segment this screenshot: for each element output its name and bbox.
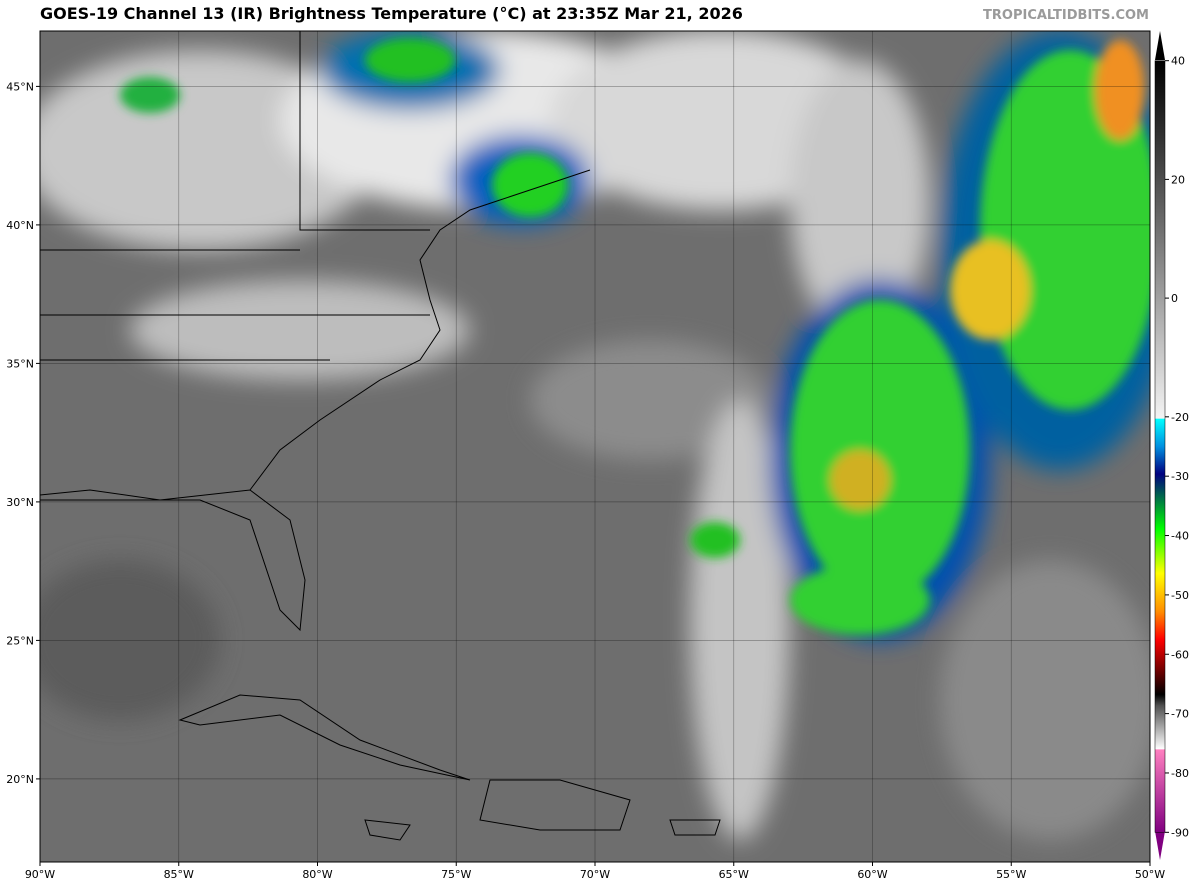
y-tick-label: 20°N bbox=[6, 773, 34, 786]
colorbar-tick-label: 40 bbox=[1171, 55, 1185, 68]
x-tick-label: 65°W bbox=[719, 868, 749, 881]
x-tick-label: 85°W bbox=[164, 868, 194, 881]
colorbar-extend-bottom bbox=[1155, 831, 1165, 860]
y-tick-label: 40°N bbox=[6, 219, 34, 232]
colorbar-tick-label: -70 bbox=[1171, 708, 1189, 721]
colorbar-tick-label: -80 bbox=[1171, 767, 1189, 780]
colorbar-tick-label: 20 bbox=[1171, 173, 1185, 186]
y-tick-label: 30°N bbox=[6, 496, 34, 509]
satellite-image bbox=[40, 31, 1150, 862]
x-tick-label: 90°W bbox=[25, 868, 55, 881]
credit: TROPICALTIDBITS.COM bbox=[983, 8, 1149, 23]
colorbar-tick-label: -20 bbox=[1171, 411, 1189, 424]
x-tick-label: 55°W bbox=[996, 868, 1026, 881]
colorbar-tick-label: 0 bbox=[1171, 292, 1178, 305]
title: GOES-19 Channel 13 (IR) Brightness Tempe… bbox=[40, 4, 743, 23]
colorbar-tick-label: -40 bbox=[1171, 530, 1189, 543]
colorbar-tick-label: -30 bbox=[1171, 470, 1189, 483]
colorbar-tick-label: -60 bbox=[1171, 648, 1189, 661]
colorbar bbox=[1154, 60, 1166, 833]
y-tick-label: 35°N bbox=[6, 357, 34, 370]
y-tick-label: 45°N bbox=[6, 80, 34, 93]
x-tick-label: 50°W bbox=[1135, 868, 1165, 881]
colorbar-extend-top bbox=[1155, 31, 1165, 60]
x-tick-label: 75°W bbox=[441, 868, 471, 881]
x-tick-label: 80°W bbox=[302, 868, 332, 881]
x-tick-label: 60°W bbox=[857, 868, 887, 881]
y-tick-label: 25°N bbox=[6, 634, 34, 647]
colorbar-tick-label: -50 bbox=[1171, 589, 1189, 602]
x-tick-label: 70°W bbox=[580, 868, 610, 881]
colorbar-tick-label: -90 bbox=[1171, 826, 1189, 839]
